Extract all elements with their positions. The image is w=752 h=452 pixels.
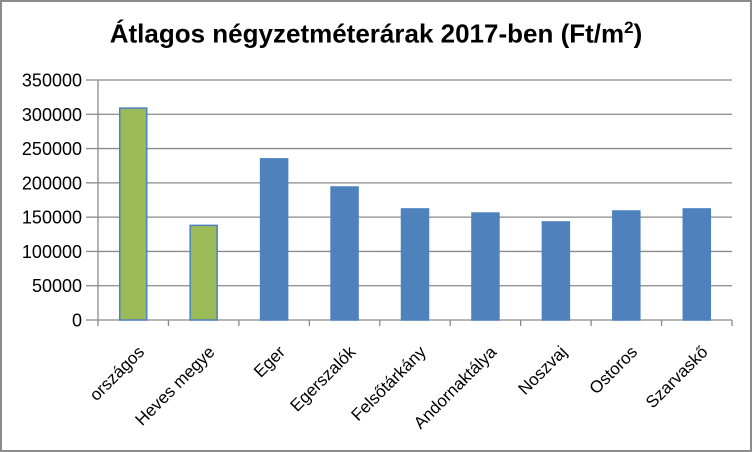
chart-title: Átlagos négyzetméterárak 2017-ben (Ft/m2… xyxy=(109,18,643,49)
bar-Egerszalók xyxy=(330,186,359,321)
title-superscript: 2 xyxy=(624,18,634,37)
x-axis-label: Ostoros xyxy=(586,342,642,398)
x-axis-label: országos xyxy=(86,342,148,404)
bar-országos xyxy=(118,107,148,321)
bar-Felsőtárkány xyxy=(400,208,430,321)
x-axis-label: Eger xyxy=(250,342,289,381)
y-axis-label: 100000 xyxy=(22,242,82,262)
y-axis-label: 250000 xyxy=(22,139,82,159)
y-axis-label: 200000 xyxy=(22,173,82,193)
y-axis-label: 150000 xyxy=(22,208,82,228)
y-axis-label: 300000 xyxy=(22,105,82,125)
bar-Szarvaskő xyxy=(682,208,712,321)
x-axis-label: Egerszalók xyxy=(286,342,359,415)
x-axis-label: Noszvaj xyxy=(515,342,571,398)
y-axis-label: 350000 xyxy=(22,71,82,91)
bar-Eger xyxy=(259,158,289,321)
x-axis-label: Szarvaskő xyxy=(642,342,712,412)
bar-Noszvaj xyxy=(541,221,571,321)
bar-Andornaktálya xyxy=(471,212,500,321)
bar-Heves megye xyxy=(189,224,218,321)
bar-Ostoros xyxy=(612,210,641,321)
y-axis-label: 50000 xyxy=(32,276,82,296)
y-axis-label: 0 xyxy=(72,311,82,331)
